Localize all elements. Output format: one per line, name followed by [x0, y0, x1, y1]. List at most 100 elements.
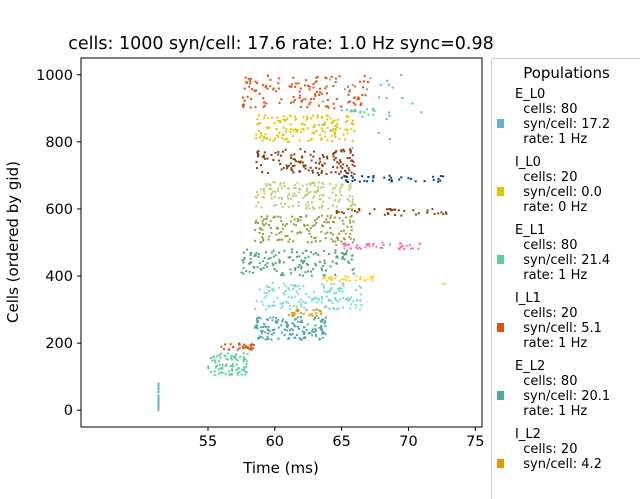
spike-point	[324, 135, 327, 138]
spike-point	[293, 268, 296, 271]
spike-point	[262, 239, 265, 242]
spike-point	[444, 211, 447, 214]
spike-point	[328, 253, 331, 255]
spike-point	[390, 176, 393, 179]
spike-point	[388, 114, 391, 117]
spike-point	[231, 370, 234, 372]
spike-point	[293, 305, 295, 308]
spike-point	[360, 293, 363, 296]
spike-point	[431, 208, 434, 211]
spike-point	[298, 188, 301, 191]
spike-point	[243, 99, 246, 102]
spike-point	[276, 120, 279, 123]
spike-point	[352, 220, 355, 223]
spike-point	[405, 244, 408, 247]
spike-point	[349, 100, 352, 103]
spike-point	[432, 178, 435, 181]
spike-point	[269, 226, 272, 229]
spike-point	[290, 128, 293, 130]
spike-point	[351, 147, 354, 150]
spike-point	[320, 138, 322, 141]
spike-point	[348, 184, 351, 187]
spike-point	[352, 267, 355, 270]
spike-point	[295, 224, 298, 227]
spike-point	[278, 251, 281, 254]
spike-point	[313, 318, 316, 321]
spike-point	[245, 362, 248, 365]
spike-point	[310, 313, 313, 316]
spike-point	[321, 298, 324, 301]
spike-point	[321, 225, 324, 228]
spike-point	[326, 99, 329, 101]
spike-point	[224, 343, 227, 346]
spike-point	[334, 199, 336, 202]
spike-point	[263, 291, 266, 294]
spike-point	[354, 108, 357, 111]
x-axis-label: Time (ms)	[242, 459, 319, 477]
spike-point	[231, 373, 233, 376]
spike-point	[326, 280, 329, 283]
spike-point	[266, 286, 269, 289]
spike-point	[320, 230, 323, 233]
spike-point	[334, 125, 337, 128]
spike-point	[249, 346, 252, 349]
spike-point	[272, 264, 275, 267]
spike-point	[270, 194, 272, 197]
chart-title: cells: 1000 syn/cell: 17.6 rate: 1.0 Hz …	[68, 34, 493, 54]
spike-point	[346, 119, 349, 122]
legend-line-cells: cells: 20	[515, 306, 578, 321]
spike-point	[310, 241, 313, 244]
legend-line-syn: syn/cell: 21.4	[515, 253, 611, 268]
spike-point	[387, 213, 390, 215]
spike-point	[254, 308, 257, 311]
spike-point	[316, 171, 319, 174]
spike-point	[157, 409, 160, 412]
spike-point	[325, 218, 328, 221]
spike-point	[300, 298, 303, 301]
spike-point	[332, 85, 335, 88]
spike-point	[330, 299, 332, 302]
spike-point	[366, 278, 369, 281]
spike-point	[313, 190, 316, 193]
spike-point	[389, 208, 392, 210]
spike-point	[301, 155, 304, 158]
spike-point	[390, 180, 393, 183]
spike-point	[257, 150, 260, 153]
spike-point	[335, 209, 338, 212]
legend-line-cells: cells: 80	[515, 238, 578, 253]
spike-point	[300, 131, 303, 134]
spike-point	[283, 249, 286, 252]
legend-swatch	[497, 255, 504, 264]
spike-point	[305, 249, 308, 252]
spike-point	[241, 345, 244, 348]
spike-point	[439, 179, 442, 182]
spike-point	[361, 175, 364, 178]
spike-point	[324, 131, 327, 134]
spike-point	[331, 122, 334, 125]
spike-point	[236, 348, 239, 351]
spike-point	[389, 243, 392, 246]
spike-point	[306, 187, 309, 190]
legend-line-cells: cells: 80	[515, 102, 578, 117]
spike-point	[340, 183, 343, 186]
spike-point	[305, 262, 308, 265]
spike-point	[341, 257, 344, 260]
spike-point	[338, 172, 341, 175]
spike-point	[410, 177, 412, 180]
spike-point	[383, 176, 386, 179]
spike-point	[335, 150, 338, 153]
spike-point	[327, 207, 330, 210]
spike-point	[292, 186, 295, 189]
spike-point	[334, 77, 337, 80]
spike-point	[259, 317, 262, 320]
spike-point	[293, 283, 296, 286]
spike-point	[307, 204, 310, 207]
spike-point	[351, 154, 354, 157]
spike-point	[320, 137, 323, 140]
spike-point	[289, 329, 292, 332]
spike-point	[272, 316, 275, 319]
spike-point	[276, 239, 279, 242]
spike-point	[305, 189, 308, 192]
spike-point	[353, 210, 356, 212]
spike-point	[358, 209, 361, 212]
